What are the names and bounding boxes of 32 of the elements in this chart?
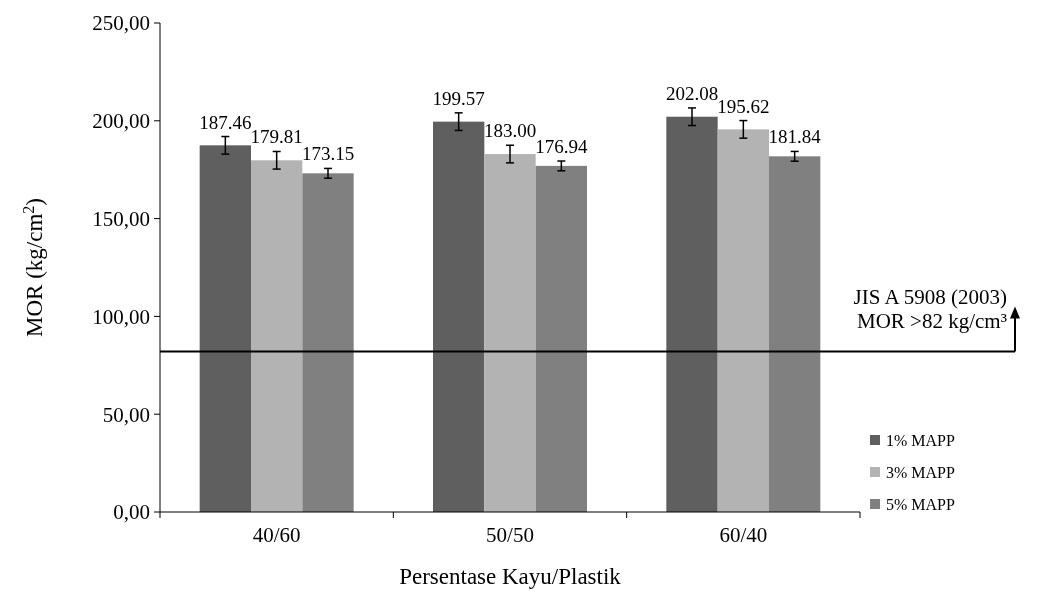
text: 202.08: [665, 82, 719, 104]
y-tick-label: 100,00: [92, 304, 150, 329]
text: 176.94: [535, 136, 588, 158]
legend-label: 1% MAPP: [886, 431, 956, 449]
x-axis-title: Persentase Kayu/Plastik: [399, 564, 622, 589]
bar: [433, 121, 485, 512]
y-tick-label: 200,00: [92, 109, 150, 134]
ref-line-label: JIS A 5908 (2003) MOR >82 kg/cm³: [853, 284, 1007, 333]
text: 199.57: [432, 87, 485, 109]
x-tick-label: 60/40: [719, 523, 768, 547]
text: 187.46: [199, 111, 252, 133]
x-tick-label: 40/60: [252, 523, 301, 547]
text: 179.81: [250, 126, 303, 148]
text: 181.84: [768, 126, 821, 148]
y-tick-label: 250,00: [92, 11, 150, 36]
legend-label: 5% MAPP: [886, 495, 956, 513]
bar: [484, 154, 536, 512]
y-tick-label: 150,00: [92, 206, 150, 231]
bar: [251, 160, 303, 512]
bar: [302, 173, 354, 512]
bar: [717, 129, 769, 512]
x-tick-label: 50/50: [486, 523, 534, 547]
text: 183.00: [483, 120, 537, 142]
text: 173.15: [301, 143, 355, 165]
bar: [199, 145, 251, 512]
bar: [535, 165, 587, 512]
bar: [769, 156, 821, 512]
bar: [666, 116, 718, 512]
legend-label: 3% MAPP: [886, 463, 956, 481]
y-tick-label: 50,00: [102, 402, 150, 427]
text: 195.62: [717, 95, 770, 117]
y-tick-label: 0,00: [113, 500, 150, 525]
